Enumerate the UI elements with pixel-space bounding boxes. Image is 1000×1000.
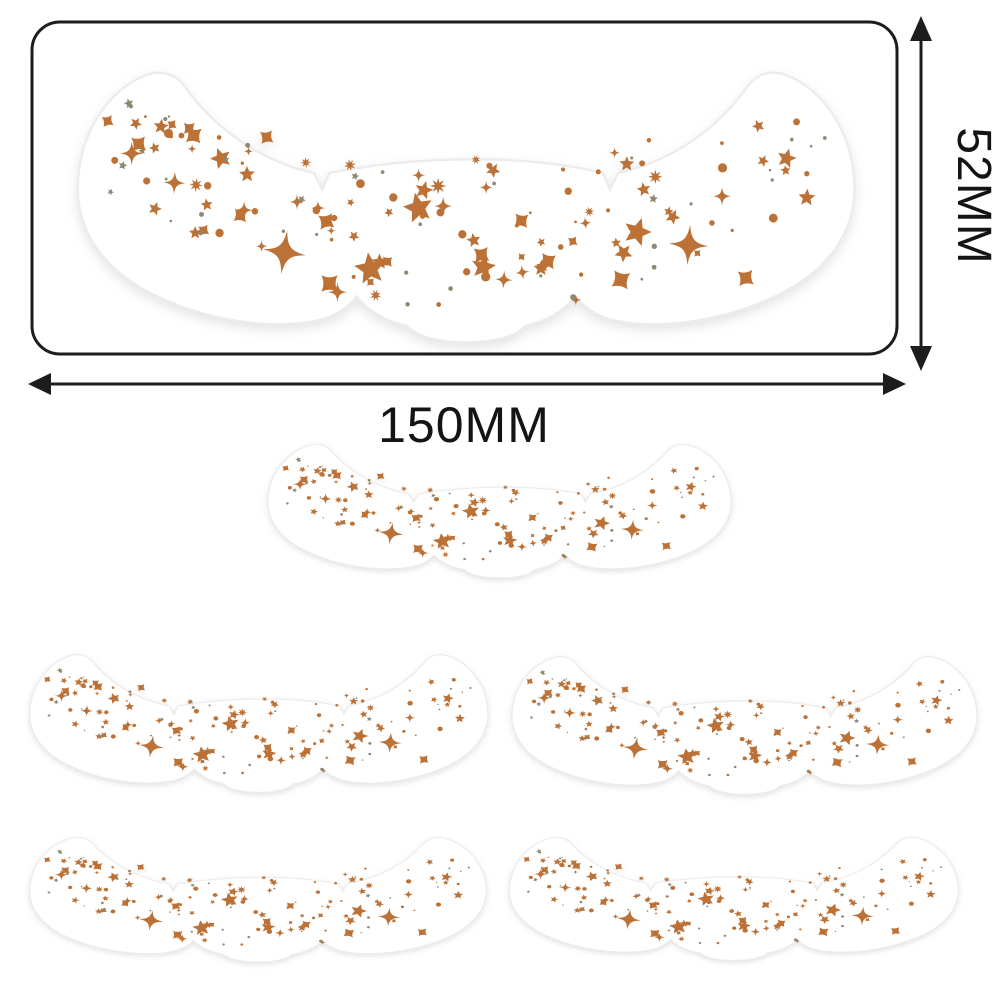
width-dimension: 150MM	[28, 373, 906, 453]
width-arrow-right-icon	[883, 373, 906, 395]
patch-row2-right	[508, 836, 959, 962]
width-label: 150MM	[378, 397, 550, 453]
height-dimension: 52MM	[910, 16, 1000, 371]
height-arrow-down-icon	[910, 346, 932, 371]
height-label: 52MM	[947, 127, 1000, 264]
patch-large	[76, 71, 856, 344]
patch-row1-left	[29, 653, 489, 794]
width-arrow-left-icon	[28, 373, 51, 395]
height-arrow-up-icon	[910, 16, 932, 41]
patch-row2-left	[28, 836, 487, 963]
dimension-box	[30, 20, 899, 356]
patch-medium	[267, 443, 732, 579]
patch-row1-right	[511, 655, 978, 796]
